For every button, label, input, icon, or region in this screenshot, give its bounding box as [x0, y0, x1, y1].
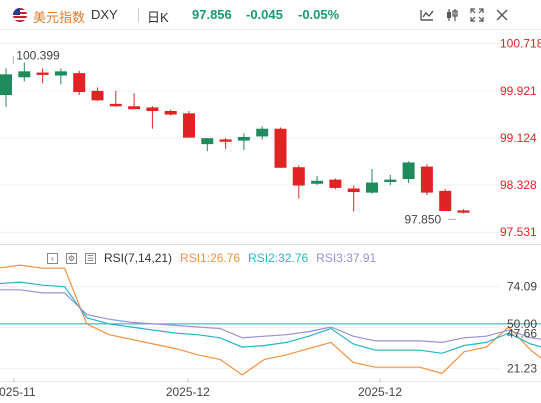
candle-body: [0, 74, 12, 96]
rsi3-value: 37.91: [346, 251, 377, 265]
price-axis-label: 98.328: [500, 178, 537, 192]
candle-body: [146, 107, 159, 111]
indicator-menu-icon[interactable]: ☰: [85, 252, 96, 264]
rsi-axis-label: 47.66: [507, 326, 537, 340]
price-axis-label: 100.718: [500, 37, 541, 51]
candle-body: [420, 166, 433, 193]
price-axis-label: 99.921: [500, 84, 537, 98]
candle-body: [347, 188, 360, 193]
rsi3-name: RSI3: [316, 251, 343, 265]
candle-body: [366, 182, 378, 193]
candlestick-icon[interactable]: [444, 7, 460, 23]
settings-icon[interactable]: ⚙: [66, 252, 77, 264]
rsi2-label: RSI2:32.76: [248, 251, 309, 265]
candle-body: [256, 128, 269, 137]
low-label: 97.850: [405, 212, 442, 226]
candle-body: [183, 113, 195, 138]
last-price: 97.856: [192, 7, 232, 22]
price-axis-label: 97.531: [500, 225, 537, 239]
candle-body: [91, 90, 104, 101]
rsi2-value: 32.76: [278, 251, 309, 265]
close-icon[interactable]: [494, 7, 510, 23]
rsi-title: RSI(7,14,21): [104, 251, 173, 265]
price-axis: 100.718 99.921 99.124 98.328 97.531: [500, 37, 541, 240]
time-tick-label: 2025-12: [166, 385, 210, 399]
fullscreen-icon[interactable]: [469, 7, 485, 23]
candle-body: [384, 179, 397, 182]
candle-body: [109, 103, 122, 107]
time-tick-label: 2025-12: [358, 385, 402, 399]
candle-body: [402, 162, 415, 180]
high-label: 100.399: [16, 48, 60, 62]
time-axis: 2025-11 2025-12 2025-12: [0, 378, 541, 399]
candlesticks: 100.399 97.850: [0, 48, 470, 226]
candle-body: [128, 106, 141, 110]
candle-body: [201, 138, 214, 145]
candle-body: [329, 179, 342, 188]
candle-body: [219, 139, 232, 142]
header-divider: [138, 8, 139, 22]
interval-selector[interactable]: 日K: [147, 10, 169, 25]
rsi-axis-label: 50.00: [507, 317, 537, 331]
candle-body: [457, 210, 470, 213]
price-change-pct: -0.05%: [298, 7, 340, 22]
rsi3-label: RSI3:37.91: [316, 251, 377, 265]
price-grid: [0, 43, 500, 233]
instrument-code[interactable]: DXY: [91, 7, 118, 22]
candle-body: [36, 72, 49, 75]
rsi1-label: RSI1:26.76: [180, 251, 241, 265]
rsi-series-line: [0, 264, 541, 376]
candle-body: [18, 71, 31, 78]
rsi-axis-label: 21.23: [507, 361, 537, 375]
candle-body: [311, 180, 324, 184]
instrument-name[interactable]: 美元指数: [33, 10, 86, 25]
rsi-lines: [0, 264, 541, 376]
candle-body: [164, 110, 177, 115]
rsi2-name: RSI2: [248, 251, 275, 265]
rsi-grid: [0, 286, 541, 369]
rsi1-name: RSI1: [180, 251, 207, 265]
candle-body: [54, 71, 67, 76]
candle-body: [274, 128, 287, 168]
candle-body: [439, 190, 452, 211]
rsi-series-line: [0, 289, 541, 344]
chart-header: 美元指数 DXY 日K 97.856 -0.045 -0.05%: [0, 0, 541, 30]
price-axis-label: 99.124: [500, 131, 537, 145]
rsi-series-line: [0, 281, 541, 354]
rsi-legend: ‹ ⚙ ☰ RSI(7,14,21) RSI1:26.76 RSI2:32.76…: [47, 251, 376, 265]
rsi1-value: 26.76: [210, 251, 241, 265]
us-flag-icon: [13, 8, 27, 22]
line-chart-icon[interactable]: [419, 7, 435, 23]
collapse-icon[interactable]: ‹: [47, 252, 58, 264]
candle-body: [237, 137, 250, 141]
rsi-axis-label: 74.09: [507, 280, 537, 294]
price-change: -0.045: [246, 7, 283, 22]
candle-body: [292, 167, 305, 186]
time-tick-label: 2025-11: [0, 385, 36, 399]
candle-body: [73, 73, 86, 93]
